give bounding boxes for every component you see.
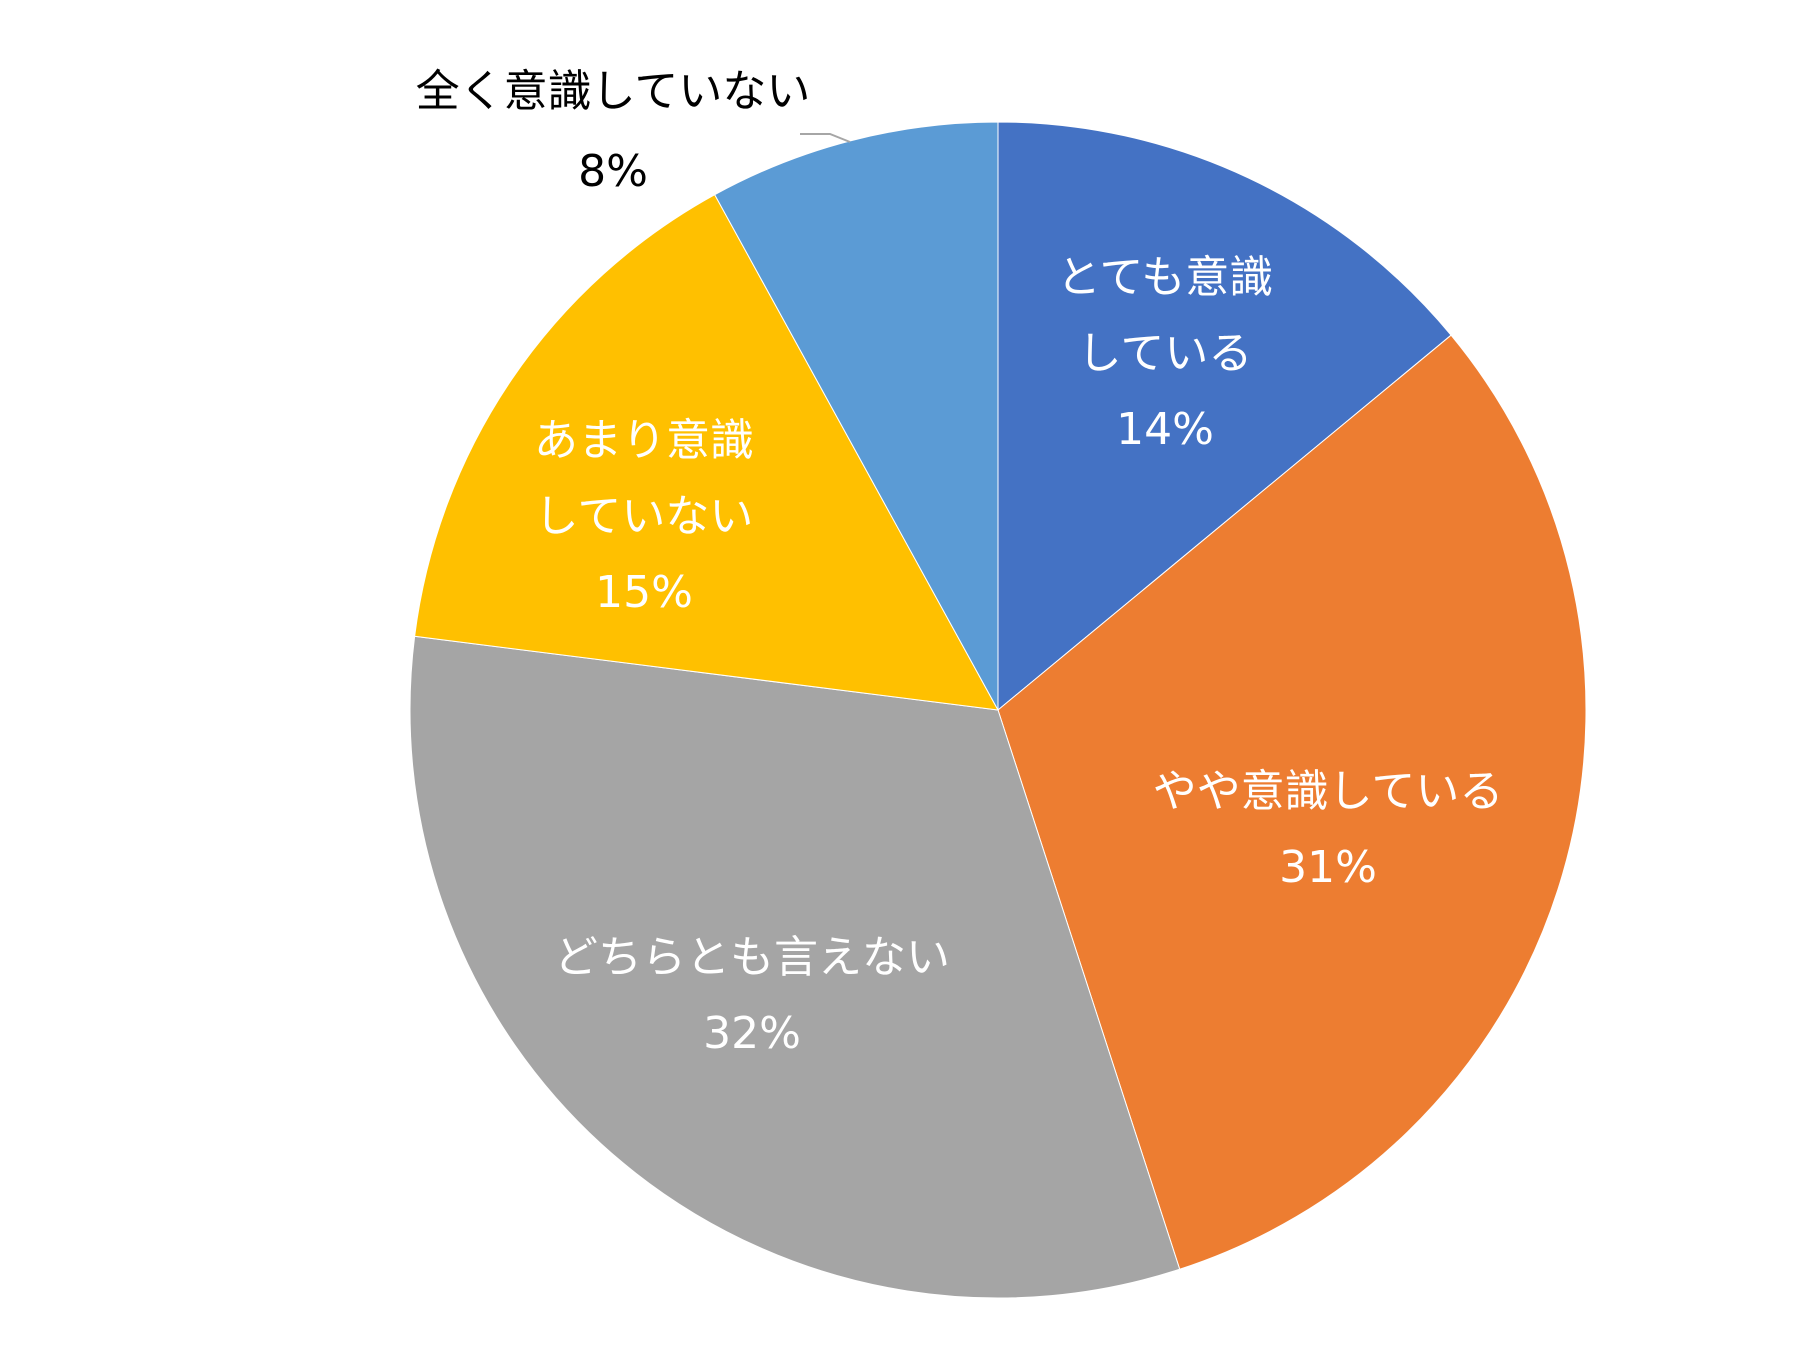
slice-3-percent: 32% bbox=[703, 1008, 801, 1059]
slice-3-wedge bbox=[409, 635, 1181, 1299]
slice-5-percent: 8% bbox=[578, 146, 648, 197]
slice-5-label: 全く意識していない 8% bbox=[416, 66, 811, 197]
slice-2-percent: 31% bbox=[1279, 842, 1377, 893]
slice-4-wedge bbox=[414, 194, 999, 711]
slice-4-percent: 15% bbox=[595, 567, 693, 618]
slice-2-label: やや意識している 31% bbox=[1153, 766, 1504, 893]
slice-5-leader-line bbox=[800, 133, 851, 143]
slice-1-percent: 14% bbox=[1116, 404, 1214, 455]
slice-1-wedge bbox=[997, 121, 1452, 712]
slice-1-label: とても意識している 14% bbox=[1057, 252, 1273, 455]
slice-4-label: あまり意識していない 15% bbox=[534, 415, 754, 618]
slice-5-wedge bbox=[714, 121, 999, 711]
slice-3-label: どちらとも言えない 32% bbox=[554, 932, 950, 1059]
slice-2-wedge bbox=[997, 334, 1587, 1270]
